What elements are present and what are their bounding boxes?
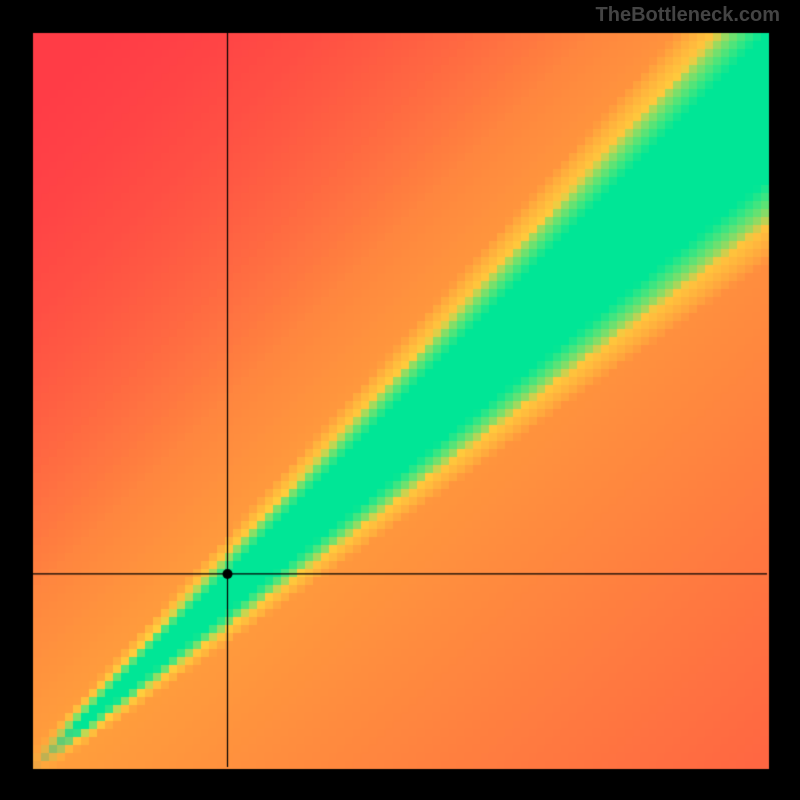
watermark-text: TheBottleneck.com [596,4,780,27]
bottleneck-heatmap [0,0,800,800]
chart-container: TheBottleneck.com [0,0,800,800]
